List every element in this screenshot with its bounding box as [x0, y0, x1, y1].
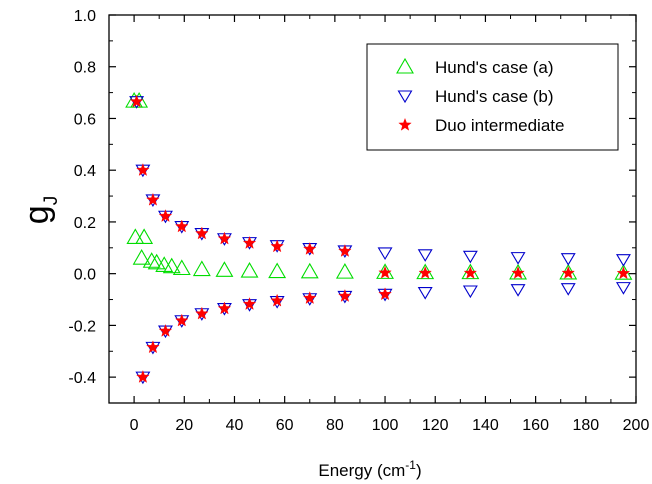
- data-point: [147, 253, 166, 270]
- data-point: [417, 249, 433, 262]
- x-tick-label: 0: [130, 417, 139, 434]
- data-point: [615, 254, 631, 267]
- data-point: [561, 266, 575, 279]
- data-point: [616, 266, 631, 280]
- data-point: [136, 163, 150, 176]
- data-point: [242, 236, 257, 249]
- x-tick-label: 100: [372, 417, 399, 434]
- x-tick-label: 160: [522, 417, 549, 434]
- series-3: [129, 94, 631, 383]
- axes: 0 20 40 60 80 100 120 140 160 180 200 -0.4 -0.2 0.0 0.…: [68, 8, 649, 434]
- x-axis-title-superscript: -1: [405, 458, 416, 472]
- data-point: [129, 94, 144, 108]
- data-point: [146, 192, 160, 206]
- y-axis-title: gJ: [18, 196, 62, 224]
- data-point: [560, 283, 576, 296]
- data-point: [378, 287, 392, 301]
- x-tick-label: 200: [623, 417, 650, 434]
- x-tick-label: 120: [422, 417, 449, 434]
- data-point: [462, 250, 478, 264]
- legend-label: Duo intermediate: [435, 116, 564, 135]
- data-point: [417, 286, 433, 300]
- data-point: [615, 282, 631, 295]
- x-tick-label: 140: [472, 417, 499, 434]
- y-axis-title-subscript: J: [41, 196, 62, 206]
- data-point: [268, 262, 287, 279]
- legend-label: Hund's case (a): [435, 58, 554, 77]
- data-point: [463, 266, 478, 279]
- x-axis-title: Energy (cm-1): [318, 458, 421, 480]
- legend-marker: [398, 117, 412, 131]
- y-tick-label: 0.8: [74, 60, 96, 77]
- y-tick-label: 1.0: [74, 8, 96, 25]
- x-tick-label: 80: [326, 417, 344, 434]
- x-tick-label: 20: [175, 417, 193, 434]
- data-point: [146, 340, 160, 354]
- data-point: [195, 306, 209, 320]
- data-point: [142, 252, 161, 268]
- data-markers: [125, 92, 633, 385]
- data-point: [240, 261, 259, 278]
- data-point: [135, 228, 154, 245]
- y-tick-label: -0.2: [68, 318, 96, 335]
- x-tick-label: 180: [572, 417, 599, 434]
- data-point: [136, 370, 150, 383]
- data-point: [162, 257, 181, 274]
- y-tick-label: 0.4: [74, 163, 96, 180]
- data-point: [335, 263, 354, 279]
- data-point: [192, 260, 211, 277]
- x-tick-label: 40: [226, 417, 244, 434]
- legend-box: [366, 43, 619, 151]
- data-point: [172, 259, 191, 276]
- data-point: [215, 261, 234, 277]
- x-tick-label: 60: [276, 417, 294, 434]
- legend-marker: [396, 57, 414, 74]
- data-point: [303, 242, 317, 255]
- data-point: [560, 253, 576, 266]
- data-point: [300, 262, 319, 279]
- legend: Hund's case (a) Hund's case (b) Duo interm…: [366, 43, 619, 151]
- y-tick-label: -0.4: [68, 370, 96, 387]
- data-point: [242, 297, 257, 310]
- y-tick-label: 0.0: [74, 267, 96, 284]
- legend-marker: [397, 90, 413, 104]
- data-point: [132, 249, 151, 265]
- legend-label: Hund's case (b): [435, 87, 554, 106]
- data-point: [126, 228, 145, 245]
- y-tick-label: 0.6: [74, 111, 96, 128]
- data-point: [175, 313, 189, 327]
- data-point: [303, 291, 317, 304]
- data-point: [270, 293, 284, 307]
- data-point: [511, 266, 525, 279]
- data-point: [217, 231, 232, 245]
- y-tick-label: 0.2: [74, 215, 96, 232]
- data-point: [175, 219, 189, 233]
- data-point: [378, 265, 392, 279]
- data-point: [195, 226, 209, 240]
- data-point: [158, 324, 173, 337]
- data-point: [217, 301, 232, 315]
- data-point: [510, 284, 526, 297]
- data-point: [270, 239, 284, 253]
- data-point: [158, 209, 173, 222]
- data-point: [338, 289, 352, 302]
- data-point: [510, 252, 526, 265]
- data-point: [462, 285, 478, 299]
- data-point: [377, 247, 393, 261]
- data-point: [418, 266, 432, 279]
- plot-frame: [108, 14, 637, 404]
- data-point: [338, 244, 352, 257]
